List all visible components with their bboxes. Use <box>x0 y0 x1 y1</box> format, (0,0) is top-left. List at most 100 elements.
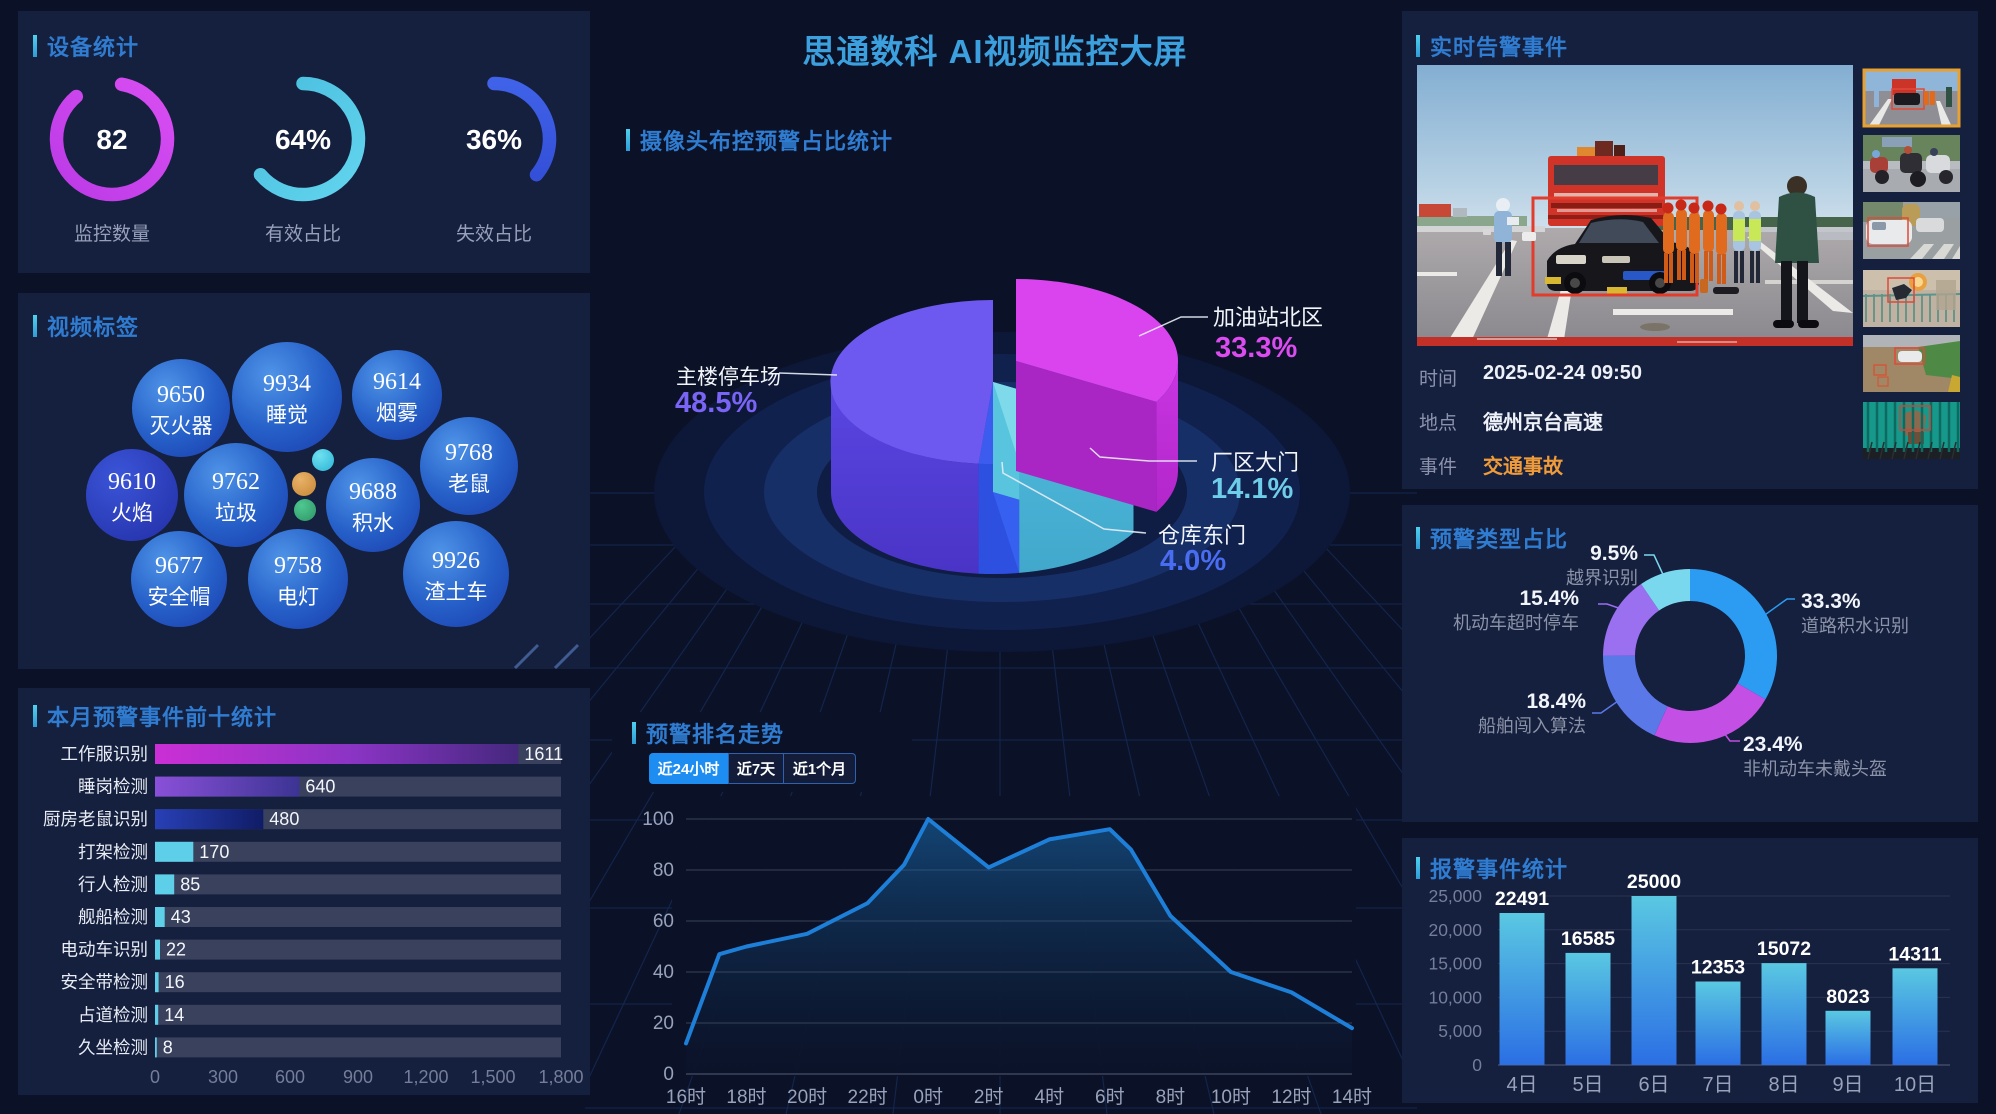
svg-text:烟雾: 烟雾 <box>376 402 418 425</box>
svg-text:22时: 22时 <box>848 1086 888 1108</box>
svg-text:43: 43 <box>171 907 191 927</box>
svg-text:8日: 8日 <box>1768 1074 1799 1096</box>
svg-text:安全帽: 安全帽 <box>148 586 211 609</box>
svg-text:9758: 9758 <box>274 553 322 579</box>
svg-text:25000: 25000 <box>1627 871 1681 893</box>
svg-text:道路积水识别: 道路积水识别 <box>1801 616 1909 636</box>
svg-text:越界识别: 越界识别 <box>1566 568 1638 588</box>
svg-text:船舶闯入算法: 船舶闯入算法 <box>1478 716 1586 736</box>
svg-text:9688: 9688 <box>349 479 397 505</box>
svg-text:10日: 10日 <box>1894 1074 1936 1096</box>
svg-text:9日: 9日 <box>1832 1074 1863 1096</box>
svg-text:900: 900 <box>343 1067 373 1087</box>
svg-text:5日: 5日 <box>1572 1074 1603 1096</box>
svg-text:1,800: 1,800 <box>538 1067 583 1087</box>
svg-text:灭火器: 灭火器 <box>150 415 213 438</box>
svg-text:20时: 20时 <box>787 1086 827 1108</box>
svg-text:40: 40 <box>653 962 674 983</box>
svg-text:33.3%: 33.3% <box>1215 332 1297 364</box>
svg-text:100: 100 <box>642 809 674 830</box>
svg-text:占道检测: 占道检测 <box>78 1005 148 1025</box>
svg-text:10,000: 10,000 <box>1428 987 1482 1007</box>
svg-text:1,200: 1,200 <box>403 1067 448 1087</box>
svg-text:积水: 积水 <box>352 512 394 535</box>
svg-text:6时: 6时 <box>1095 1086 1125 1108</box>
svg-text:安全带检测: 安全带检测 <box>61 972 149 992</box>
svg-text:18时: 18时 <box>726 1086 766 1108</box>
svg-text:打架检测: 打架检测 <box>78 842 148 862</box>
svg-text:睡觉: 睡觉 <box>266 404 308 427</box>
svg-text:10时: 10时 <box>1211 1086 1251 1108</box>
svg-text:垃圾: 垃圾 <box>215 502 257 525</box>
svg-text:5,000: 5,000 <box>1438 1021 1482 1041</box>
svg-text:20,000: 20,000 <box>1428 920 1482 940</box>
svg-text:9650: 9650 <box>157 382 205 408</box>
svg-text:20: 20 <box>653 1013 674 1034</box>
svg-text:15072: 15072 <box>1757 938 1811 960</box>
svg-text:9768: 9768 <box>445 440 493 466</box>
svg-text:0: 0 <box>1472 1055 1482 1075</box>
svg-text:36%: 36% <box>466 124 522 155</box>
svg-text:8时: 8时 <box>1156 1086 1186 1108</box>
svg-text:主楼停车场: 主楼停车场 <box>676 366 781 389</box>
svg-text:电动车识别: 电动车识别 <box>61 940 149 960</box>
svg-text:电灯: 电灯 <box>277 586 319 609</box>
svg-text:64%: 64% <box>275 124 331 155</box>
svg-text:加油站北区: 加油站北区 <box>1213 305 1323 330</box>
svg-text:170: 170 <box>199 842 229 862</box>
svg-text:80: 80 <box>653 860 674 881</box>
svg-text:非机动车未戴头盔: 非机动车未戴头盔 <box>1743 759 1887 779</box>
svg-text:480: 480 <box>269 809 299 829</box>
svg-text:15,000: 15,000 <box>1428 954 1482 974</box>
svg-text:22: 22 <box>166 940 186 960</box>
svg-text:85: 85 <box>180 874 200 894</box>
svg-text:48.5%: 48.5% <box>675 387 757 419</box>
svg-text:工作服识别: 工作服识别 <box>61 744 149 764</box>
svg-text:25,000: 25,000 <box>1428 886 1482 906</box>
svg-text:有效占比: 有效占比 <box>265 223 341 245</box>
svg-text:9926: 9926 <box>432 548 480 574</box>
svg-text:厨房老鼠识别: 厨房老鼠识别 <box>43 809 148 829</box>
svg-text:14时: 14时 <box>1332 1086 1372 1108</box>
svg-text:15.4%: 15.4% <box>1519 587 1579 610</box>
svg-text:渣土车: 渣土车 <box>425 581 488 604</box>
svg-text:6日: 6日 <box>1638 1074 1669 1096</box>
svg-text:睡岗检测: 睡岗检测 <box>78 777 148 797</box>
svg-text:8023: 8023 <box>1826 986 1870 1008</box>
svg-text:14311: 14311 <box>1888 943 1941 965</box>
svg-text:舰船检测: 舰船检测 <box>78 907 148 927</box>
svg-text:18.4%: 18.4% <box>1526 690 1586 713</box>
svg-text:16: 16 <box>165 972 185 992</box>
svg-text:16585: 16585 <box>1561 928 1615 950</box>
svg-text:9610: 9610 <box>108 469 156 495</box>
svg-text:16时: 16时 <box>666 1086 706 1108</box>
svg-text:监控数量: 监控数量 <box>74 223 150 245</box>
svg-text:14: 14 <box>164 1005 184 1025</box>
svg-text:60: 60 <box>653 911 674 932</box>
svg-text:2时: 2时 <box>974 1086 1004 1108</box>
svg-text:4日: 4日 <box>1506 1074 1537 1096</box>
svg-text:640: 640 <box>305 777 335 797</box>
svg-text:9934: 9934 <box>263 371 311 397</box>
svg-text:22491: 22491 <box>1495 888 1549 910</box>
svg-text:14.1%: 14.1% <box>1211 473 1293 505</box>
svg-text:久坐检测: 久坐检测 <box>78 1037 148 1057</box>
svg-text:12353: 12353 <box>1691 957 1745 979</box>
svg-text:9677: 9677 <box>155 553 203 579</box>
svg-text:600: 600 <box>275 1067 305 1087</box>
svg-text:4.0%: 4.0% <box>1160 545 1226 577</box>
svg-text:82: 82 <box>96 124 127 155</box>
svg-text:9.5%: 9.5% <box>1590 542 1638 565</box>
svg-text:8: 8 <box>163 1037 173 1057</box>
svg-text:失效占比: 失效占比 <box>456 223 532 245</box>
svg-text:0时: 0时 <box>913 1086 943 1108</box>
svg-text:300: 300 <box>208 1067 238 1087</box>
svg-text:9762: 9762 <box>212 469 260 495</box>
svg-text:机动车超时停车: 机动车超时停车 <box>1453 613 1579 633</box>
svg-text:老鼠: 老鼠 <box>448 473 490 496</box>
svg-text:行人检测: 行人检测 <box>78 874 148 894</box>
svg-text:23.4%: 23.4% <box>1743 733 1803 756</box>
svg-text:9614: 9614 <box>373 369 421 395</box>
svg-text:33.3%: 33.3% <box>1801 590 1861 613</box>
svg-text:4时: 4时 <box>1035 1086 1065 1108</box>
